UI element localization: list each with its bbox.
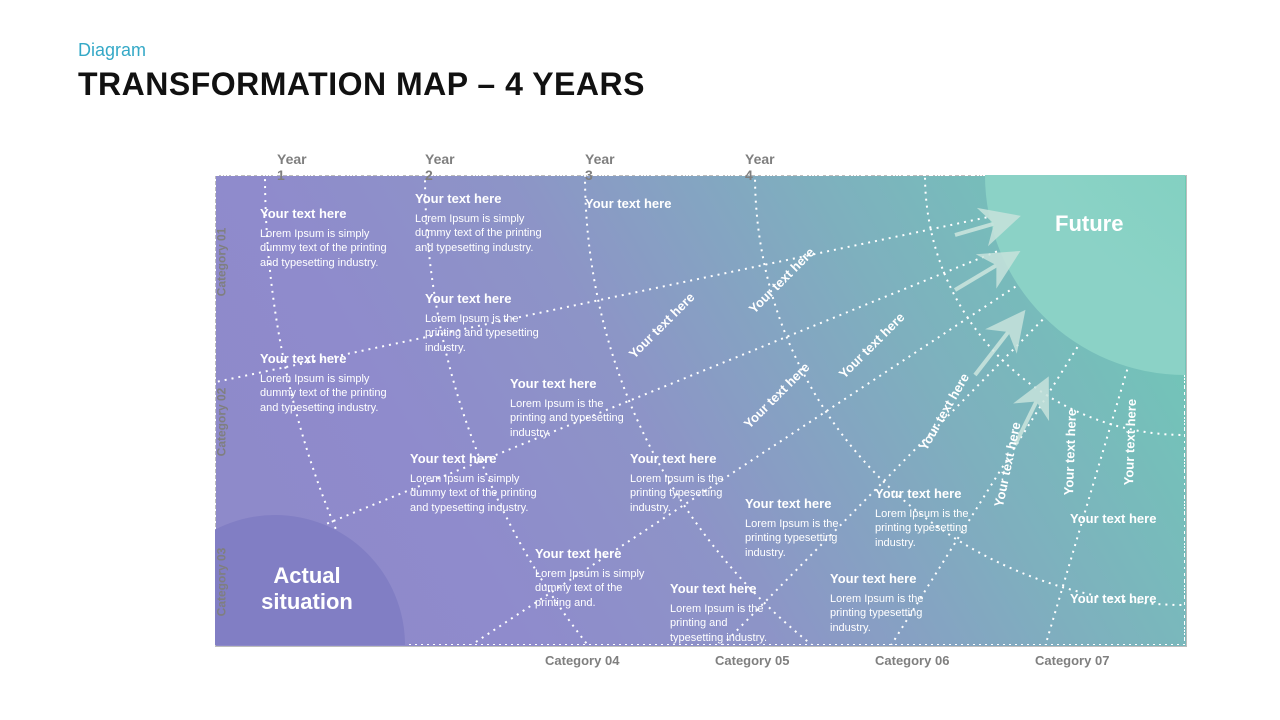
future-badge: Future (1055, 211, 1123, 237)
page: Diagram TRANSFORMATION MAP – 4 YEARS (0, 0, 1280, 720)
cell-c7-r2: Your text here (1070, 590, 1145, 612)
category-left-label: Category 03 (214, 548, 228, 617)
cell-c2-y3: Your text hereLorem Ipsum is the printin… (510, 375, 640, 441)
cell-c4-r2: Your text hereLorem Ipsum is the printin… (630, 450, 740, 516)
start-badge: Actual situation (237, 563, 377, 615)
cell-c2-y2: Your text hereLorem Ipsum is the printin… (425, 290, 555, 356)
title: TRANSFORMATION MAP – 4 YEARS (78, 66, 645, 103)
cell-angled: Your text here (1120, 399, 1145, 486)
cell-angled: Your text here (1060, 409, 1085, 496)
cell-c6-r1: Your text hereLorem Ipsum is the printin… (830, 570, 940, 636)
cell-c2-y1: Your text hereLorem Ipsum is simply dumm… (260, 350, 390, 416)
year-label: Year 4 (745, 151, 775, 183)
year-label: Year 1 (277, 151, 307, 183)
cell-c6-r2: Your text hereLorem Ipsum is the printin… (875, 485, 985, 551)
cell-c5-r1: Your text hereLorem Ipsum is the printin… (670, 580, 780, 646)
category-bottom-label: Category 06 (875, 653, 949, 668)
year-label: Year 2 (425, 151, 455, 183)
category-bottom-label: Category 05 (715, 653, 789, 668)
category-bottom-label: Category 07 (1035, 653, 1109, 668)
category-left-label: Category 01 (214, 228, 228, 297)
cell-c4-r1: Your text hereLorem Ipsum is simply dumm… (535, 545, 645, 611)
cell-c1-y2: Your text hereLorem Ipsum is simply dumm… (415, 190, 545, 256)
cell-c3-y2: Your text hereLorem Ipsum is simply dumm… (410, 450, 540, 516)
cell-c5-r2: Your text hereLorem Ipsum is the printin… (745, 495, 855, 561)
year-label: Year 3 (585, 151, 615, 183)
subtitle: Diagram (78, 40, 146, 61)
cell-c1-y1: Your text hereLorem Ipsum is simply dumm… (260, 205, 390, 271)
category-bottom-label: Category 04 (545, 653, 619, 668)
cell-c7-r1: Your text here (1070, 510, 1145, 532)
category-left-label: Category 02 (214, 388, 228, 457)
cell-c1-y3: Your text here (585, 195, 671, 217)
